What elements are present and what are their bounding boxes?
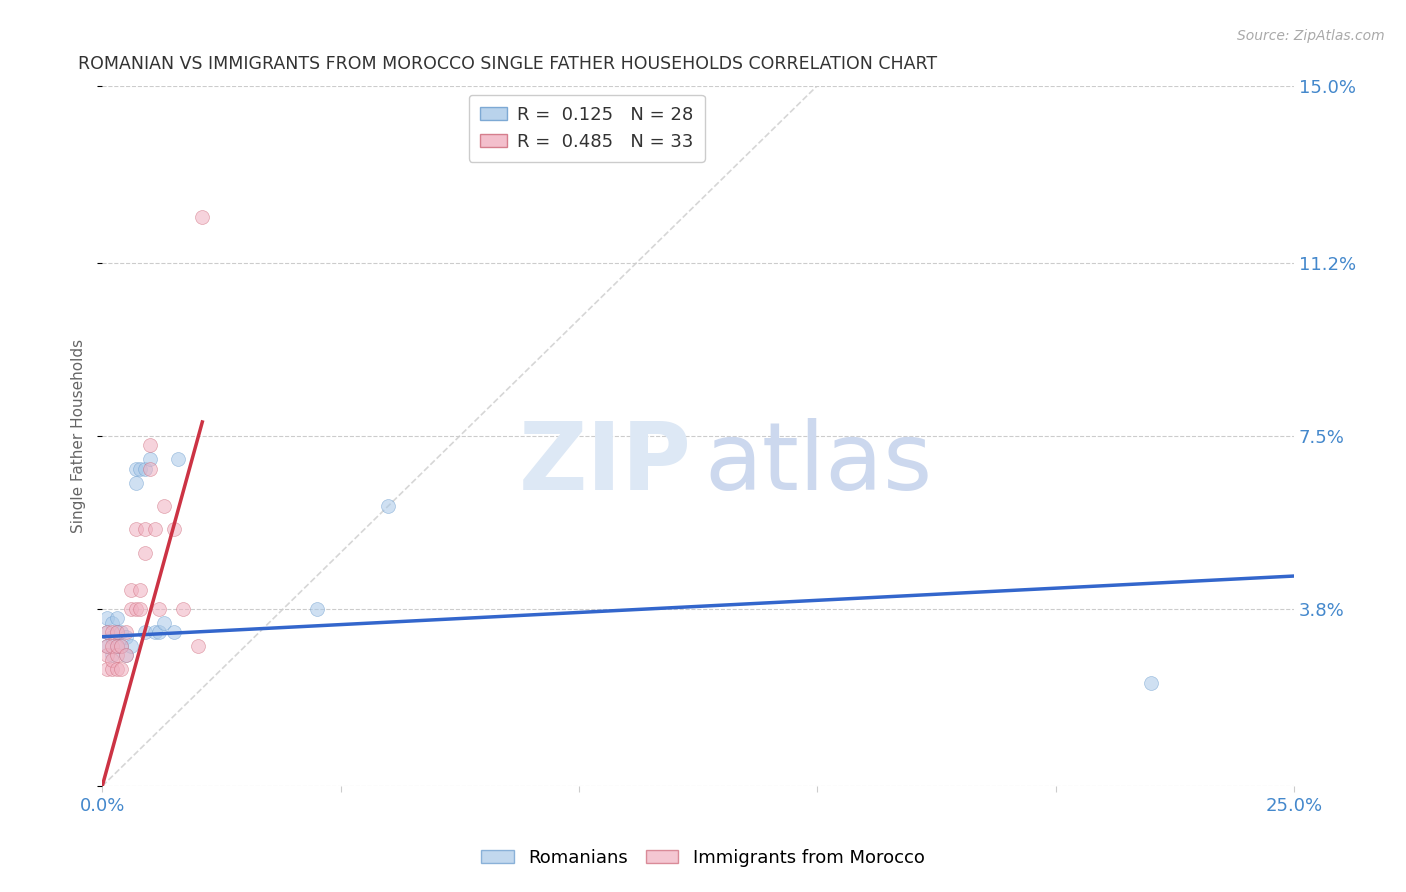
Point	[377, 499, 399, 513]
Point	[120, 582, 142, 597]
Point	[96, 639, 118, 653]
Point	[124, 475, 146, 490]
Point	[139, 461, 162, 475]
Point	[105, 625, 128, 640]
Text: atlas: atlas	[704, 418, 932, 510]
Text: ROMANIAN VS IMMIGRANTS FROM MOROCCO SINGLE FATHER HOUSEHOLDS CORRELATION CHART: ROMANIAN VS IMMIGRANTS FROM MOROCCO SING…	[79, 55, 938, 73]
Point	[143, 522, 166, 536]
Point	[124, 601, 146, 615]
Point	[100, 615, 122, 630]
Point	[143, 625, 166, 640]
Point	[110, 639, 132, 653]
Legend: Romanians, Immigrants from Morocco: Romanians, Immigrants from Morocco	[474, 842, 932, 874]
Text: Source: ZipAtlas.com: Source: ZipAtlas.com	[1237, 29, 1385, 43]
Point	[153, 615, 176, 630]
Point	[187, 639, 209, 653]
Point	[110, 639, 132, 653]
Legend: R =  0.125   N = 28, R =  0.485   N = 33: R = 0.125 N = 28, R = 0.485 N = 33	[468, 95, 704, 161]
Point	[120, 639, 142, 653]
Point	[100, 625, 122, 640]
Point	[129, 582, 152, 597]
Point	[105, 639, 128, 653]
Point	[134, 546, 156, 560]
Point	[163, 625, 186, 640]
Point	[105, 639, 128, 653]
Point	[129, 461, 152, 475]
Point	[100, 653, 122, 667]
Point	[148, 601, 170, 615]
Point	[148, 625, 170, 640]
Text: ZIP: ZIP	[519, 418, 692, 510]
Point	[110, 662, 132, 676]
Point	[115, 630, 138, 644]
Point	[124, 461, 146, 475]
Point	[96, 625, 118, 640]
Point	[105, 648, 128, 663]
Point	[124, 522, 146, 536]
Point	[139, 438, 162, 452]
Point	[115, 625, 138, 640]
Point	[100, 639, 122, 653]
Point	[1140, 676, 1163, 690]
Point	[134, 625, 156, 640]
Point	[191, 210, 214, 224]
Point	[305, 601, 328, 615]
Point	[105, 611, 128, 625]
Point	[96, 648, 118, 663]
Y-axis label: Single Father Households: Single Father Households	[72, 339, 86, 533]
Point	[115, 648, 138, 663]
Point	[100, 662, 122, 676]
Point	[110, 625, 132, 640]
Point	[96, 625, 118, 640]
Point	[96, 639, 118, 653]
Point	[105, 625, 128, 640]
Point	[134, 522, 156, 536]
Point	[100, 630, 122, 644]
Point	[153, 499, 176, 513]
Point	[115, 648, 138, 663]
Point	[172, 601, 194, 615]
Point	[139, 452, 162, 467]
Point	[105, 662, 128, 676]
Point	[167, 452, 190, 467]
Point	[134, 461, 156, 475]
Point	[163, 522, 186, 536]
Point	[129, 601, 152, 615]
Point	[120, 601, 142, 615]
Point	[96, 662, 118, 676]
Point	[96, 611, 118, 625]
Point	[100, 648, 122, 663]
